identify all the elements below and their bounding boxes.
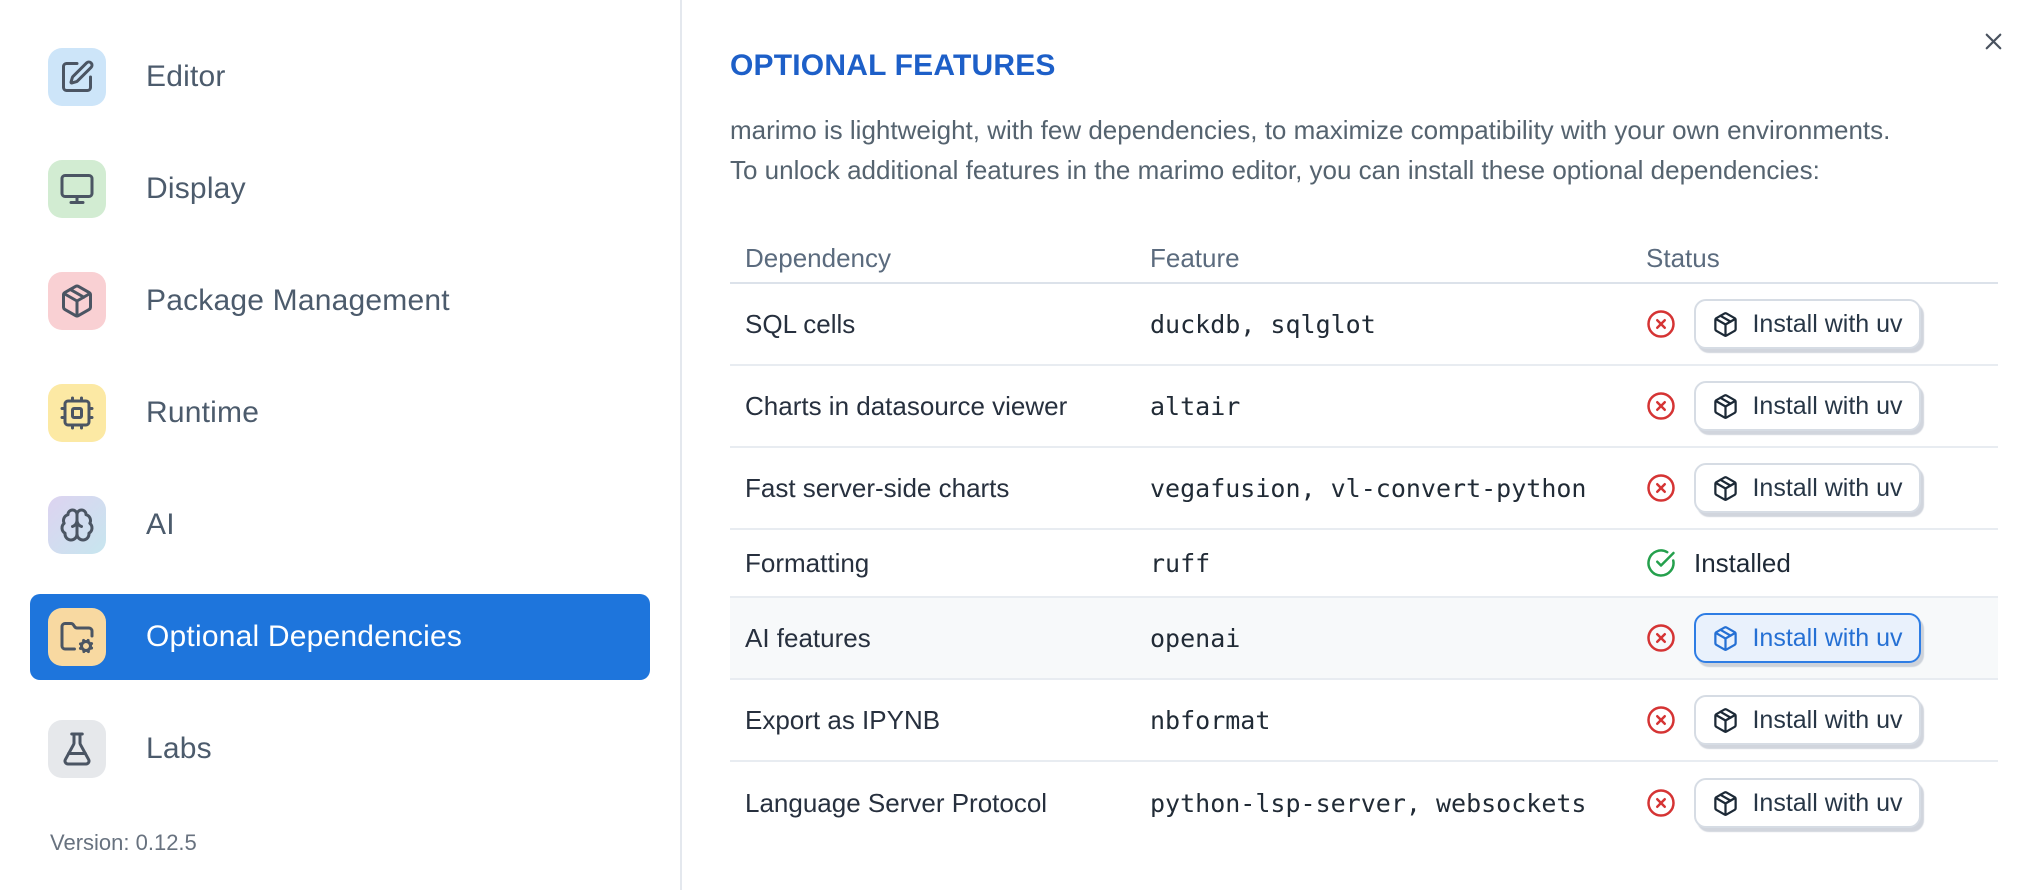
folder-cog-icon bbox=[48, 608, 106, 666]
feature-cell: duckdb, sqlglot bbox=[1150, 309, 1376, 339]
table-row: AI features openai Install with uv bbox=[730, 598, 1998, 680]
dependency-cell: SQL cells bbox=[745, 308, 856, 339]
column-header-dependency: Dependency bbox=[745, 242, 891, 273]
dependency-cell: Formatting bbox=[745, 547, 870, 578]
table-row: Language Server Protocol python-lsp-serv… bbox=[730, 762, 1998, 844]
dependency-cell: Charts in datasource viewer bbox=[745, 390, 1068, 421]
install-with-uv-button[interactable]: Install with uv bbox=[1694, 463, 1921, 513]
description-line-1: marimo is lightweight, with few dependen… bbox=[730, 115, 1891, 145]
status-cell: Install with uv bbox=[1646, 778, 1998, 828]
page-title: OPTIONAL FEATURES bbox=[730, 49, 1056, 82]
install-button-label: Install with uv bbox=[1752, 705, 1903, 734]
optional-features-panel: OPTIONAL FEATURES marimo is lightweight,… bbox=[682, 0, 2042, 890]
feature-cell: ruff bbox=[1150, 548, 1211, 578]
feature-cell: openai bbox=[1150, 623, 1241, 653]
status-cell: Install with uv bbox=[1646, 695, 1998, 745]
install-with-uv-button[interactable]: Install with uv bbox=[1694, 778, 1921, 828]
package-icon bbox=[48, 272, 106, 330]
circle-x-icon bbox=[1646, 623, 1676, 653]
install-button-label: Install with uv bbox=[1752, 391, 1903, 420]
column-header-feature: Feature bbox=[1150, 242, 1240, 273]
install-button-label: Install with uv bbox=[1752, 623, 1903, 652]
dependency-cell: Export as IPYNB bbox=[745, 704, 941, 735]
sidebar: Editor Display Package Management Runtim… bbox=[0, 0, 682, 890]
status-cell: Install with uv bbox=[1646, 299, 1998, 349]
dependencies-table: Dependency Feature Status SQL cells duck… bbox=[730, 234, 1998, 844]
circle-x-icon bbox=[1646, 473, 1676, 503]
package-icon bbox=[1712, 625, 1739, 652]
square-pen-icon bbox=[48, 48, 106, 106]
package-icon bbox=[1712, 475, 1739, 502]
feature-cell: altair bbox=[1150, 391, 1241, 421]
sidebar-item-label: Optional Dependencies bbox=[146, 620, 463, 653]
table-row: Fast server-side charts vegafusion, vl-c… bbox=[730, 448, 1998, 530]
description: marimo is lightweight, with few dependen… bbox=[730, 110, 2042, 190]
sidebar-item-runtime[interactable]: Runtime bbox=[30, 370, 650, 456]
install-button-label: Install with uv bbox=[1752, 788, 1903, 817]
sidebar-item-editor[interactable]: Editor bbox=[30, 34, 650, 120]
installed-label: Installed bbox=[1694, 547, 1791, 578]
install-button-label: Install with uv bbox=[1752, 309, 1903, 338]
description-line-2: To unlock additional features in the mar… bbox=[730, 155, 1820, 185]
circle-check-icon bbox=[1646, 548, 1676, 578]
package-icon bbox=[1712, 393, 1739, 420]
feature-cell: nbformat bbox=[1150, 705, 1271, 735]
install-with-uv-button[interactable]: Install with uv bbox=[1694, 299, 1921, 349]
sidebar-item-display[interactable]: Display bbox=[30, 146, 650, 232]
sidebar-nav: Editor Display Package Management Runtim… bbox=[0, 0, 680, 792]
sidebar-item-optional-dependencies[interactable]: Optional Dependencies bbox=[30, 594, 650, 680]
column-header-status: Status bbox=[1646, 242, 1720, 273]
flask-icon bbox=[48, 720, 106, 778]
monitor-icon bbox=[48, 160, 106, 218]
dependency-cell: AI features bbox=[745, 622, 871, 653]
status-cell: Install with uv bbox=[1646, 381, 1998, 431]
dependency-cell: Fast server-side charts bbox=[745, 472, 1010, 503]
close-icon bbox=[1980, 28, 2007, 55]
sidebar-item-label: Package Management bbox=[146, 284, 450, 317]
table-header: Dependency Feature Status bbox=[730, 234, 1998, 284]
close-button[interactable] bbox=[1976, 24, 2010, 58]
package-icon bbox=[1712, 790, 1739, 817]
circle-x-icon bbox=[1646, 309, 1676, 339]
sidebar-item-package-management[interactable]: Package Management bbox=[30, 258, 650, 344]
table-row: SQL cells duckdb, sqlglot Install with u… bbox=[730, 284, 1998, 366]
install-with-uv-button[interactable]: Install with uv bbox=[1694, 381, 1921, 431]
sidebar-item-label: Editor bbox=[146, 60, 226, 93]
table-row: Charts in datasource viewer altair Insta… bbox=[730, 366, 1998, 448]
table-body: SQL cells duckdb, sqlglot Install with u… bbox=[730, 284, 1998, 844]
circle-x-icon bbox=[1646, 788, 1676, 818]
package-icon bbox=[1712, 707, 1739, 734]
install-button-label: Install with uv bbox=[1752, 473, 1903, 502]
circle-x-icon bbox=[1646, 391, 1676, 421]
sidebar-item-label: AI bbox=[146, 508, 175, 541]
cpu-icon bbox=[48, 384, 106, 442]
sidebar-item-label: Labs bbox=[146, 732, 212, 765]
sidebar-item-label: Runtime bbox=[146, 396, 260, 429]
status-cell: Installed bbox=[1646, 548, 1998, 579]
sidebar-item-ai[interactable]: AI bbox=[30, 482, 650, 568]
feature-cell: vegafusion, vl-convert-python bbox=[1150, 473, 1587, 503]
sidebar-item-labs[interactable]: Labs bbox=[30, 706, 650, 792]
status-cell: Install with uv bbox=[1646, 463, 1998, 513]
package-icon bbox=[1712, 311, 1739, 338]
dependency-cell: Language Server Protocol bbox=[745, 787, 1048, 818]
brain-icon bbox=[48, 496, 106, 554]
sidebar-item-label: Display bbox=[146, 172, 246, 205]
install-with-uv-button[interactable]: Install with uv bbox=[1694, 695, 1921, 745]
status-cell: Install with uv bbox=[1646, 613, 1998, 663]
circle-x-icon bbox=[1646, 705, 1676, 735]
version-label: Version: 0.12.5 bbox=[50, 830, 197, 855]
feature-cell: python-lsp-server, websockets bbox=[1150, 788, 1587, 818]
table-row: Formatting ruff Installed bbox=[730, 530, 1998, 598]
install-with-uv-button[interactable]: Install with uv bbox=[1694, 613, 1921, 663]
table-row: Export as IPYNB nbformat Install with uv bbox=[730, 680, 1998, 762]
